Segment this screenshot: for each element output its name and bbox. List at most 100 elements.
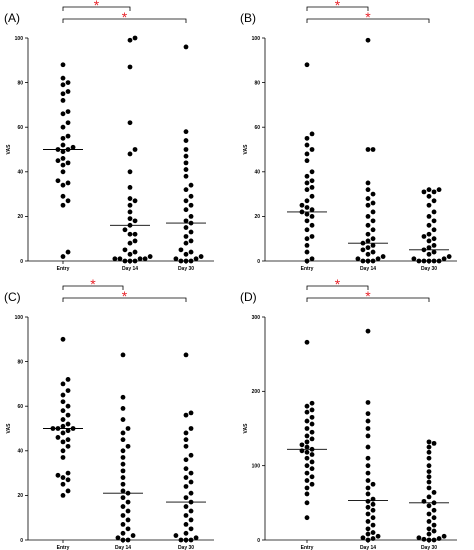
- data-point-entry: [60, 392, 66, 398]
- data-point-entry: [309, 452, 315, 457]
- y-tick-label: 0: [257, 538, 260, 544]
- data-point-day-14: [120, 521, 126, 527]
- data-point-day-30: [183, 530, 189, 536]
- data-point-entry: [65, 388, 71, 393]
- data-point-day-30: [183, 437, 189, 443]
- data-point-entry: [309, 466, 315, 472]
- data-point-day-14: [115, 535, 121, 541]
- x-tick-label: Day 14: [115, 545, 131, 550]
- data-point-entry: [304, 339, 310, 345]
- data-point-entry: [65, 89, 71, 94]
- data-point-day-30: [421, 189, 427, 195]
- data-point-entry: [60, 475, 66, 480]
- data-point-day-14: [147, 254, 153, 259]
- data-point-day-30: [183, 475, 189, 480]
- data-point-day-30: [421, 234, 427, 239]
- significance-star: *: [335, 0, 341, 13]
- data-point-day-14: [370, 530, 376, 535]
- y-tick-label: 80: [17, 80, 23, 86]
- significance-bracket: [306, 6, 369, 11]
- data-point-day-14: [365, 470, 371, 476]
- data-point-day-14: [120, 481, 126, 487]
- data-point-day-30: [183, 153, 189, 159]
- data-point-day-30: [183, 457, 189, 463]
- data-point-entry: [60, 162, 66, 168]
- data-point-day-30: [188, 202, 194, 208]
- data-point-day-14: [365, 531, 371, 537]
- data-point-day-14: [120, 468, 126, 474]
- data-point-day-14: [365, 511, 371, 517]
- data-point-entry: [60, 430, 66, 436]
- y-tick-label: 300: [252, 315, 261, 321]
- data-point-day-14: [120, 448, 126, 454]
- data-point-day-14: [370, 258, 376, 264]
- data-point-entry: [304, 187, 310, 193]
- y-tick-label: 100: [15, 315, 24, 321]
- y-tick-label: 60: [254, 125, 260, 131]
- data-point-day-14: [120, 530, 126, 536]
- data-point-day-14: [127, 64, 133, 70]
- data-point-day-14: [127, 251, 133, 257]
- data-point-day-30: [178, 247, 184, 253]
- significance-bracket: [306, 18, 430, 23]
- data-point-day-14: [120, 394, 126, 400]
- data-point-day-14: [380, 254, 386, 259]
- data-point-day-14: [127, 209, 133, 215]
- data-point-entry: [304, 158, 310, 164]
- data-point-entry: [304, 470, 310, 476]
- data-point-day-30: [188, 537, 194, 543]
- data-point-entry: [60, 98, 66, 103]
- data-point-entry: [309, 207, 315, 213]
- significance-star: *: [365, 9, 371, 25]
- data-point-day-14: [120, 455, 126, 460]
- data-point-day-30: [193, 256, 199, 262]
- data-point-day-14: [370, 522, 376, 528]
- data-point-entry: [304, 491, 310, 497]
- data-point-day-30: [188, 508, 194, 514]
- data-point-day-30: [431, 440, 437, 446]
- data-point-day-14: [127, 151, 133, 157]
- data-point-day-30: [411, 256, 417, 262]
- data-point-entry: [60, 156, 66, 161]
- data-point-entry: [60, 193, 66, 199]
- y-tick-label: 20: [17, 493, 23, 499]
- data-point-entry: [304, 227, 310, 233]
- data-point-day-14: [127, 216, 133, 222]
- significance-star: *: [90, 276, 96, 292]
- significance-star: *: [122, 288, 128, 304]
- data-point-day-14: [370, 191, 376, 197]
- significance-bracket: [306, 285, 369, 290]
- data-point-day-14: [127, 120, 133, 126]
- data-point-day-14: [120, 537, 126, 543]
- data-point-day-30: [183, 258, 189, 264]
- data-point-day-30: [416, 535, 422, 541]
- data-point-day-14: [370, 218, 376, 224]
- data-point-day-14: [132, 147, 138, 152]
- data-point-day-30: [188, 479, 194, 485]
- y-tick-label: 80: [17, 359, 23, 365]
- data-point-day-14: [125, 537, 131, 543]
- data-point-day-30: [426, 479, 432, 485]
- x-tick-label: Entry: [57, 545, 70, 550]
- data-point-entry: [309, 185, 315, 190]
- y-tick-label: 60: [17, 125, 23, 131]
- data-point-day-30: [183, 466, 189, 472]
- data-point-day-14: [365, 418, 371, 424]
- data-point-day-14: [370, 227, 376, 233]
- data-point-entry: [309, 429, 315, 435]
- data-point-day-30: [441, 256, 447, 262]
- data-point-entry: [304, 409, 310, 415]
- data-point-entry: [65, 180, 71, 186]
- data-point-entry: [65, 488, 71, 494]
- x-tick-label: Day 14: [122, 266, 138, 272]
- data-point-day-30: [183, 207, 189, 213]
- data-point-day-30: [188, 410, 194, 416]
- significance-star: *: [365, 288, 371, 304]
- data-point-day-30: [183, 187, 189, 193]
- x-tick-label: Day 30: [421, 266, 437, 272]
- data-point-entry: [65, 109, 71, 114]
- data-point-day-14: [370, 147, 376, 152]
- data-point-day-14: [365, 485, 371, 491]
- data-point-day-14: [370, 242, 376, 248]
- data-point-entry: [304, 433, 310, 439]
